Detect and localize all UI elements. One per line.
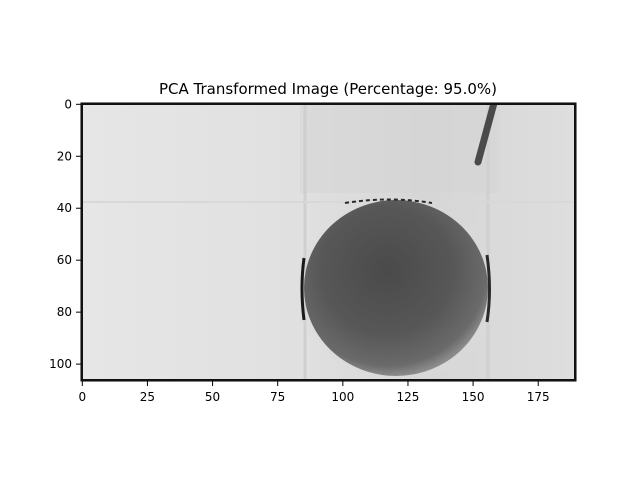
image-dark-ball (304, 200, 488, 376)
y-axis-ticks: 0 20 40 60 80 100 (49, 97, 81, 371)
y-tick-label: 100 (49, 357, 72, 371)
x-tick-label: 100 (331, 390, 354, 404)
image-ball-edge-left (300, 257, 306, 321)
y-tick-label: 40 (57, 201, 72, 215)
y-tick-label: 0 (64, 97, 72, 111)
x-tick-label: 75 (270, 390, 285, 404)
chart-title: PCA Transformed Image (Percentage: 95.0%… (159, 80, 497, 98)
image-top-shade (300, 103, 500, 193)
y-tick-label: 20 (57, 149, 72, 163)
x-tick-label: 150 (462, 390, 485, 404)
image-dark-stick (474, 103, 498, 166)
x-tick-label: 125 (397, 390, 420, 404)
image-ball-edge-top (344, 198, 433, 204)
x-tick-label: 0 (78, 390, 86, 404)
image-border-dark (81, 103, 576, 381)
image-area (81, 103, 576, 381)
x-tick-label: 50 (205, 390, 220, 404)
x-tick-label: 25 (140, 390, 155, 404)
y-tick-label: 80 (57, 305, 72, 319)
x-tick-label: 175 (527, 390, 550, 404)
x-axis-ticks: 0 25 50 75 100 125 150 175 (78, 381, 550, 404)
image-ball-edge-right (485, 254, 491, 323)
y-tick-label: 60 (57, 253, 72, 267)
